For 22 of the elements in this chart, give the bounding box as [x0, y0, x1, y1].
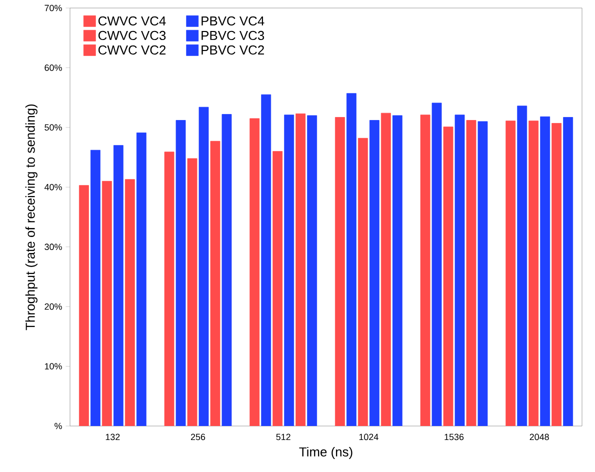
y-axis-title: Throghput (rate of receiving to sending) [25, 104, 38, 330]
legend-label: CWVC VC3 [98, 30, 166, 40]
y-tick-label: 50% [44, 124, 62, 131]
x-tick-label: 1536 [444, 434, 464, 440]
legend-label: CWVC VC2 [98, 45, 166, 55]
x-axis-title: Time (ns) [299, 446, 352, 460]
x-tick-label: 2048 [530, 434, 549, 440]
y-tick-label: 20% [44, 303, 62, 310]
legend-label: PBVC VC4 [202, 16, 264, 26]
legend-label: PBVC VC3 [202, 30, 264, 40]
legend-label: CWVC VC4 [98, 16, 166, 26]
y-tick-label: 60% [44, 64, 62, 71]
y-tick-label: 10% [44, 363, 62, 370]
y-tick-label: 70% [44, 4, 62, 12]
x-tick-label: 256 [190, 434, 206, 440]
legend-label: PBVC VC2 [202, 45, 264, 55]
x-tick-label: 132 [106, 434, 120, 440]
y-tick-label: 40% [44, 184, 62, 190]
y-tick-label: 30% [44, 244, 62, 250]
x-tick-label: 512 [276, 434, 290, 440]
y-tick-label: % [54, 422, 62, 430]
x-tick-label: 1024 [359, 434, 378, 440]
